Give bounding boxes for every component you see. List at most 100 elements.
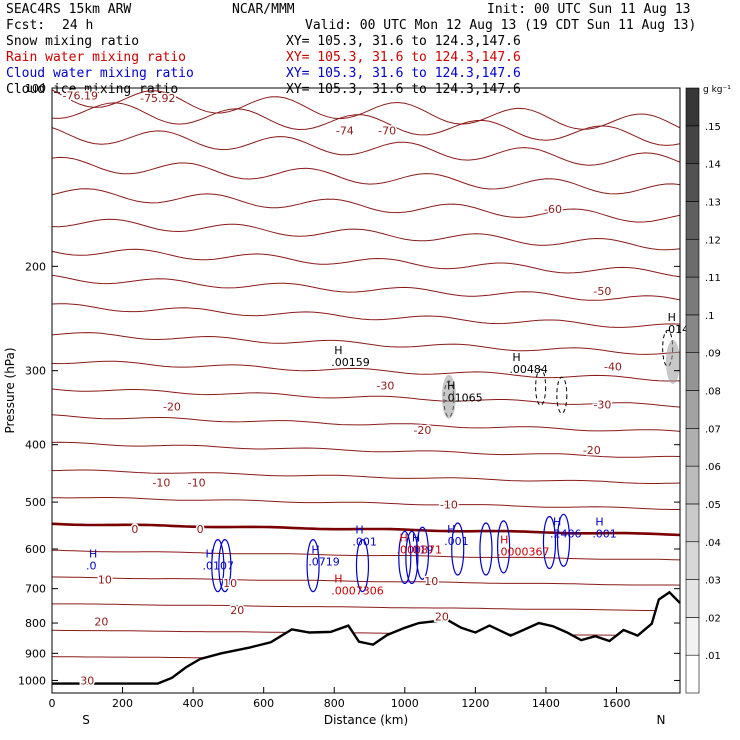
isotherm-line <box>52 360 680 382</box>
colorbar: .01 .02 .03 .04 .05 .06 .07 .08 .09 .1 .11 .12 .13 .1… <box>685 85 731 694</box>
isotherm-line <box>52 469 680 484</box>
max-marker: H <box>334 573 342 586</box>
x-tick-label: 0 <box>49 697 56 710</box>
colorbar-tick-label: .03 <box>705 576 721 587</box>
cloud-water-contours <box>211 329 680 593</box>
max-marker: H <box>89 548 97 561</box>
max-marker: H <box>500 534 508 547</box>
contour-label: -70 <box>378 125 396 138</box>
max-marker: H <box>512 351 520 364</box>
max-value: .00484 <box>509 363 548 376</box>
isotherm-line <box>52 248 680 278</box>
max-value: .001 <box>352 536 377 549</box>
contour-label: -10 <box>152 476 170 489</box>
y-tick-label: 600 <box>25 543 46 556</box>
contour-label: 10 <box>223 577 237 590</box>
isotherm-line <box>52 522 680 537</box>
y-tick-label: 300 <box>25 365 46 378</box>
cloud-water-contour <box>355 539 370 593</box>
colorbar-tick-label: .09 <box>705 349 721 360</box>
terrain <box>52 590 681 693</box>
contour-label: -75.92 <box>140 92 175 105</box>
init-time: Init: 00 UTC Sun 11 Aug 13 <box>487 2 691 17</box>
colorbar-bin <box>685 352 700 391</box>
max-marker: H <box>447 523 455 536</box>
isotherm-line <box>52 156 680 195</box>
max-value: .0 <box>86 560 97 573</box>
plot-frame <box>51 87 681 694</box>
max-marker: H <box>668 311 676 324</box>
cloud-water-contour <box>496 520 511 574</box>
y-tick-label: 100 <box>25 82 46 95</box>
max-value: .019 <box>409 543 434 556</box>
colorbar-unit: g kg⁻¹ <box>703 85 731 95</box>
snow-contour <box>556 376 568 414</box>
field-name-cloud-water: Cloud water mixing ratio <box>6 66 194 81</box>
contour-label: 20 <box>94 615 108 628</box>
x-axis-title: Distance (km) <box>324 713 408 727</box>
y-tick-label: 500 <box>25 496 46 509</box>
colorbar-bin <box>685 541 700 580</box>
contour-label: -20 <box>163 401 181 414</box>
isotherm-line <box>52 388 680 408</box>
contour-label: -74 <box>336 125 354 138</box>
colorbar-tick-label: .05 <box>705 500 721 511</box>
y-tick-label: 800 <box>25 617 46 630</box>
colorbar-tick-label: .08 <box>705 387 721 398</box>
contour-label: 10 <box>98 573 112 586</box>
cloud-water-contour <box>451 522 465 576</box>
fcst-label: Fcst: <box>6 18 46 33</box>
colorbar-bin <box>685 465 700 505</box>
colorbar-bin <box>685 87 700 127</box>
max-marker: H <box>334 344 342 357</box>
colorbar-bin <box>685 579 700 618</box>
isotherm-line <box>52 497 680 510</box>
y-tick-label: 1000 <box>18 674 46 687</box>
max-marker: H <box>311 544 319 557</box>
colorbar-bin <box>685 276 700 316</box>
colorbar-tick-label: .02 <box>705 613 721 624</box>
colorbar-tick-label: .11 <box>705 273 721 284</box>
isotherm-line <box>52 332 680 355</box>
isotherm-line <box>52 303 680 328</box>
isotherm-line <box>52 102 680 146</box>
field-name-rain: Rain water mixing ratio <box>6 50 187 65</box>
cloud-water-contour <box>218 539 232 593</box>
isotherm-line <box>52 274 680 301</box>
isotherm-line <box>52 576 680 586</box>
org-name: NCAR/MMM <box>232 2 295 17</box>
x-tick-label: 1000 <box>391 697 419 710</box>
cloud-water-contour <box>211 539 225 593</box>
isotherm-line <box>52 188 680 223</box>
colorbar-bin <box>685 238 700 278</box>
cloud-water-contour <box>306 539 320 593</box>
colorbar-bin <box>685 390 700 429</box>
max-marker: H <box>355 524 363 537</box>
isotherm-line <box>52 629 680 637</box>
x-tick-label: 1200 <box>461 697 489 710</box>
contour-label: 30 <box>80 674 94 687</box>
contour-label: -30 <box>376 380 394 393</box>
max-value: .0107 <box>202 560 234 573</box>
max-value: .00159 <box>331 356 370 369</box>
y-tick-label: 900 <box>25 647 46 660</box>
max-value: .0719 <box>308 556 340 569</box>
contour-label: -60 <box>544 203 562 216</box>
colorbar-tick-label: .15 <box>705 122 721 133</box>
isotherm-line <box>52 549 680 561</box>
max-marker: H <box>553 516 561 529</box>
colorbar-tick-label: .1 <box>705 311 715 322</box>
contour-label: -50 <box>593 285 611 298</box>
contour-label: 20 <box>230 604 244 617</box>
field-xy-snow: XY= 105.3, 31.6 to 124.3,147.6 <box>286 34 521 49</box>
contour-label: 0 <box>197 523 204 536</box>
colorbar-tick-label: .14 <box>705 160 721 171</box>
snow-shading <box>441 374 456 419</box>
cloud-water-contour <box>405 530 419 585</box>
contour-label: -30 <box>593 398 611 411</box>
cloud-water-contour <box>415 526 430 580</box>
field-xy-cloud-ice: XY= 105.3, 31.6 to 124.3,147.6 <box>286 82 521 97</box>
model-name: SEAC4RS 15km ARW <box>6 2 132 17</box>
